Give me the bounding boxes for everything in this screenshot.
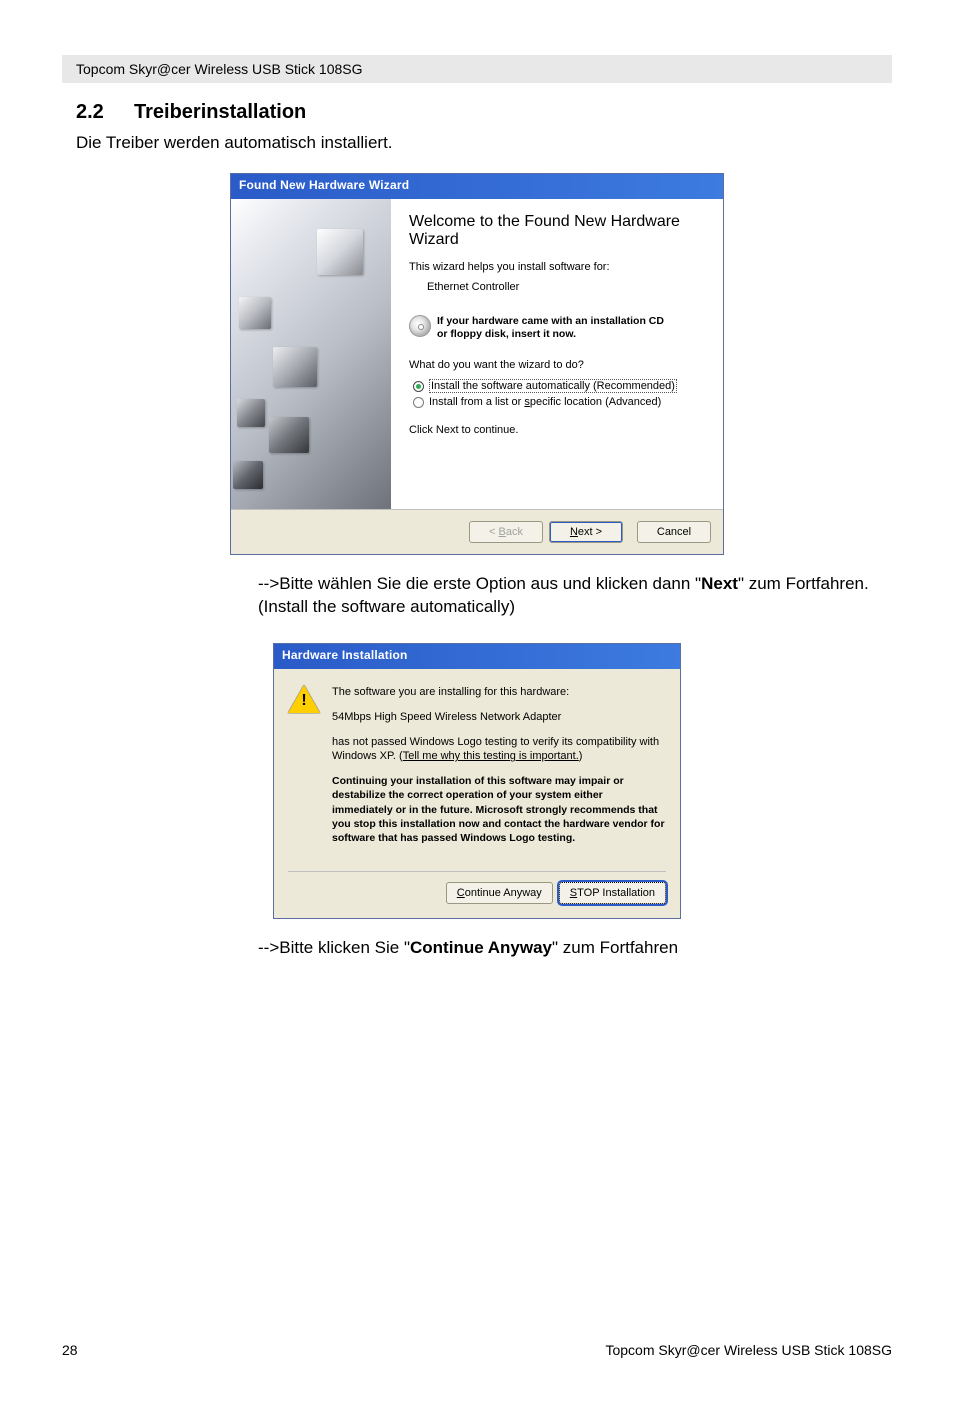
tell-me-why-link[interactable]: Tell me why this testing is important. <box>403 750 579 762</box>
cd-hint-line1: If your hardware came with an installati… <box>437 315 664 327</box>
cd-hint-line2: or floppy disk, insert it now. <box>437 328 576 340</box>
warn-p2: has not passed Windows Logo testing to v… <box>332 735 666 765</box>
radio-label-post: pecific location (Advanced) <box>530 396 661 408</box>
cd-hint-row: If your hardware came with an installati… <box>409 315 705 341</box>
btn-post: ext > <box>578 526 602 538</box>
instr-bold: Next <box>701 574 738 593</box>
warning-title: Hardware Installation <box>282 648 408 662</box>
warn-p2-post: ) <box>579 750 583 762</box>
btn-post: ontinue Anyway <box>465 887 542 899</box>
continue-anyway-button[interactable]: Continue Anyway <box>446 882 553 904</box>
page-footer: 28 Topcom Skyr@cer Wireless USB Stick 10… <box>62 1342 892 1358</box>
instr-bold: Continue Anyway <box>410 938 552 957</box>
graphic-square-icon <box>239 297 271 329</box>
page-header: Topcom Skyr@cer Wireless USB Stick 108SG <box>62 55 892 83</box>
wizard-heading: Welcome to the Found New Hardware Wizard <box>409 213 705 249</box>
wizard-titlebar: Found New Hardware Wizard <box>231 174 723 199</box>
radio-label: Install the software automatically (Reco… <box>429 379 677 393</box>
radio-label: Install from a list or specific location… <box>429 396 661 408</box>
radio-install-auto[interactable]: Install the software automatically (Reco… <box>413 379 705 393</box>
hardware-installation-dialog: Hardware Installation ! The software you… <box>273 643 681 919</box>
instr-pre: -->Bitte wählen Sie die erste Option aus… <box>258 574 701 593</box>
page-number: 28 <box>62 1342 78 1358</box>
graphic-square-icon <box>237 399 265 427</box>
warning-body: ! The software you are installing for th… <box>274 669 680 865</box>
warning-icon: ! <box>288 685 320 713</box>
graphic-square-icon <box>233 461 263 489</box>
found-new-hardware-wizard: Found New Hardware Wizard Welcome to the… <box>230 173 724 555</box>
radio-indicator-icon <box>413 397 424 408</box>
wizard-footer: < Back Next > Cancel <box>231 509 723 554</box>
cancel-button[interactable]: Cancel <box>637 521 711 543</box>
btn-accel: C <box>457 887 465 899</box>
wizard-side-graphic <box>231 199 391 509</box>
warning-footer: Continue Anyway STOP Installation <box>274 872 680 918</box>
warning-text: The software you are installing for this… <box>332 685 666 855</box>
graphic-square-icon <box>269 417 309 453</box>
warn-bold: Continuing your installation of this sof… <box>332 774 666 845</box>
btn-accel: B <box>499 526 506 538</box>
instruction-2: -->Bitte klicken Sie "Continue Anyway" z… <box>258 937 892 960</box>
footer-product: Topcom Skyr@cer Wireless USB Stick 108SG <box>605 1342 892 1358</box>
graphic-square-icon <box>317 229 363 275</box>
warn-p1: The software you are installing for this… <box>332 685 666 700</box>
section-number: 2.2 <box>76 101 134 124</box>
stop-installation-button[interactable]: STOP Installation <box>559 882 666 904</box>
section-title: Treiberinstallation <box>134 101 306 123</box>
radio-label-pre: Install from a list or <box>429 396 524 408</box>
instr-post: " zum Fortfahren <box>552 938 678 957</box>
cd-hint-text: If your hardware came with an installati… <box>437 315 664 341</box>
instruction-1: -->Bitte wählen Sie die erste Option aus… <box>258 573 892 619</box>
wizard-intro: This wizard helps you install software f… <box>409 261 705 273</box>
product-name: Topcom Skyr@cer Wireless USB Stick 108SG <box>76 61 363 77</box>
btn-accel: N <box>570 526 578 538</box>
wizard-title: Found New Hardware Wizard <box>239 178 409 192</box>
wizard-body: Welcome to the Found New Hardware Wizard… <box>231 199 723 509</box>
btn-post: ack <box>506 526 523 538</box>
intro-text: Die Treiber werden automatisch installie… <box>76 132 892 155</box>
btn-post: TOP Installation <box>577 887 655 899</box>
radio-indicator-icon <box>413 381 424 392</box>
radio-install-specific[interactable]: Install from a list or specific location… <box>413 396 705 408</box>
wizard-device: Ethernet Controller <box>427 281 705 293</box>
btn-pre: < <box>489 526 498 538</box>
cd-icon <box>409 315 431 337</box>
back-button[interactable]: < Back <box>469 521 543 543</box>
instr-pre: -->Bitte klicken Sie " <box>258 938 410 957</box>
graphic-square-icon <box>273 347 317 387</box>
wizard-main: Welcome to the Found New Hardware Wizard… <box>391 199 723 509</box>
wizard-continue-text: Click Next to continue. <box>409 424 705 436</box>
wizard-prompt: What do you want the wizard to do? <box>409 359 705 371</box>
warning-titlebar: Hardware Installation <box>274 644 680 669</box>
next-button[interactable]: Next > <box>549 521 623 543</box>
warn-device: 54Mbps High Speed Wireless Network Adapt… <box>332 710 666 725</box>
section-heading: 2.2Treiberinstallation <box>76 101 892 124</box>
btn-label: Cancel <box>657 526 691 538</box>
